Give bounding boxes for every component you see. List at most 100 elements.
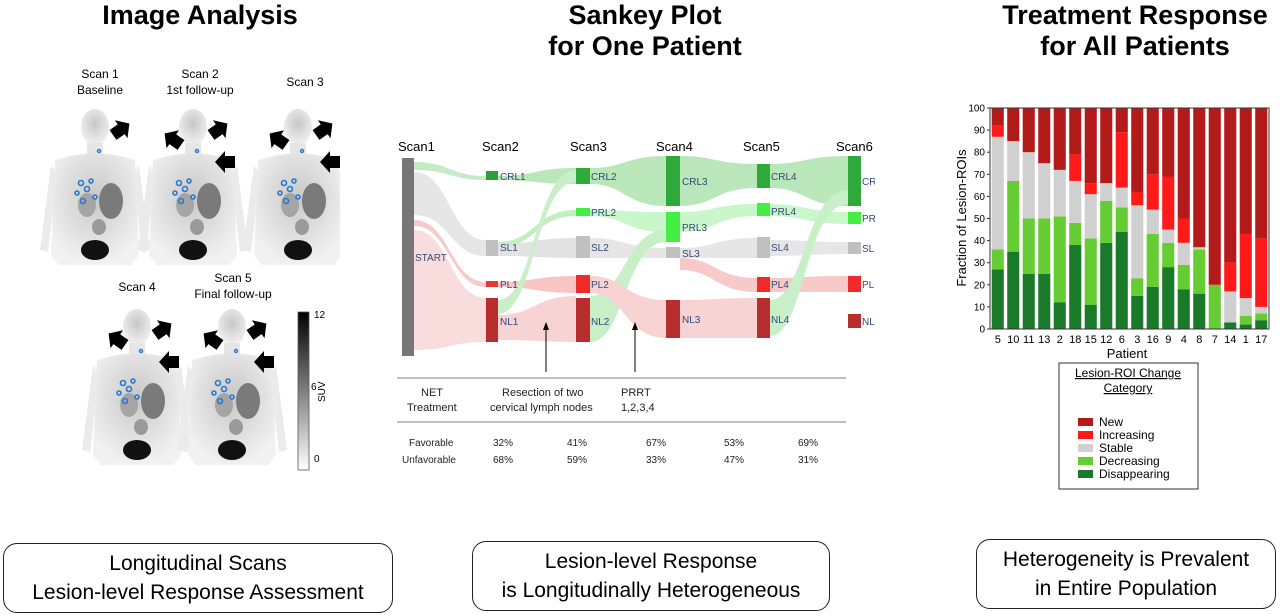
bar-segment-increasing-patient-15 [1084, 183, 1097, 195]
x-tick-label: 12 [1100, 334, 1112, 346]
bar-segment-decreasing-patient-1 [1239, 315, 1252, 325]
scan4-label: Scan 4 [118, 280, 156, 294]
node-SL4: SL4 [771, 243, 789, 254]
favorable-value: 67% [646, 438, 666, 449]
bar-segment-increasing-patient-17 [1255, 238, 1268, 307]
bar-segment-stable-patient-4 [1177, 242, 1190, 265]
bar-segment-increasing-patient-14 [1224, 262, 1237, 292]
favorable-label: Favorable [409, 438, 454, 449]
bar-segment-disappearing-patient-16 [1146, 287, 1159, 329]
y-tick-label: 70 [974, 170, 986, 181]
x-tick-label: 16 [1147, 334, 1159, 346]
colorbar-min: 0 [314, 454, 320, 465]
pet-scan-images [40, 109, 340, 465]
bar-segment-stable-patient-18 [1069, 180, 1082, 223]
scan2-image [138, 109, 248, 265]
bar-segment-stable-patient-10 [1007, 141, 1020, 181]
bar-segment-new-patient-17 [1255, 108, 1268, 239]
y-tick-label: 80 [974, 148, 986, 159]
node-CRL2: CRL2 [591, 172, 617, 183]
node-NL5: NL5 [862, 317, 875, 328]
favorable-value: 41% [567, 438, 587, 449]
bar-segment-increasing-patient-3 [1131, 191, 1144, 206]
node-PL1: PL1 [500, 280, 518, 291]
unfavorable-value: 59% [567, 455, 587, 466]
node-PL2: PL2 [591, 280, 609, 291]
y-tick-label: 20 [974, 280, 986, 291]
net-header-1: NET [421, 387, 443, 399]
bar-segment-new-patient-6 [1115, 108, 1128, 133]
y-tick-label: 50 [974, 214, 986, 225]
bar-segment-stable-patient-12 [1100, 183, 1113, 201]
bar-segment-disappearing-patient-12 [1100, 242, 1113, 329]
x-axis-label: Patient [1107, 346, 1148, 361]
x-tick-label: 8 [1196, 334, 1202, 346]
prrt-line2: 1,2,3,4 [621, 402, 655, 414]
scan5-label: Scan 5 Final follow-up [194, 271, 272, 301]
x-tick-label: 9 [1165, 334, 1171, 346]
y-axis-label: Fraction of Lesion-ROIs [954, 149, 969, 287]
y-tick-label: 10 [974, 302, 986, 313]
bar-segment-decreasing-patient-16 [1146, 233, 1159, 288]
bar-segment-decreasing-patient-18 [1069, 222, 1082, 246]
bar-segment-stable-patient-2 [1053, 169, 1066, 217]
node-PRL5: PRL5 [862, 214, 875, 225]
node-SL2: SL2 [591, 243, 609, 254]
treatment-response-title: Treatment Response for All Patients [1002, 0, 1268, 61]
bar-segment-decreasing-patient-11 [1022, 218, 1035, 274]
image-analysis-title: Image Analysis [102, 0, 298, 30]
x-tick-label: 13 [1038, 334, 1050, 346]
x-tick-label: 18 [1069, 334, 1081, 346]
resection-line2: cervical lymph nodes [490, 402, 593, 414]
net-header-2: Treatment [407, 402, 457, 414]
bar-segment-disappearing-patient-5 [991, 269, 1004, 329]
bar-segment-disappearing-patient-8 [1193, 293, 1206, 329]
unfavorable-value: 47% [724, 455, 744, 466]
bar-segment-decreasing-patient-7 [1208, 284, 1221, 329]
x-tick-label: 6 [1119, 334, 1125, 346]
bar-segment-new-patient-15 [1084, 108, 1097, 184]
node-NL3: NL3 [682, 315, 701, 326]
bar-segment-stable-patient-13 [1038, 163, 1051, 219]
x-tick-label: 10 [1007, 334, 1019, 346]
bar-segment-new-patient-10 [1007, 108, 1020, 142]
bar-segment-new-patient-1 [1239, 108, 1252, 234]
bar-segment-disappearing-patient-18 [1069, 245, 1082, 329]
bar-segment-decreasing-patient-3 [1131, 278, 1144, 296]
y-tick-label: 90 [974, 126, 986, 137]
unfavorable-value: 68% [493, 455, 513, 466]
sankey-header-scan3: Scan3 [570, 139, 607, 154]
bar-segment-new-patient-13 [1038, 108, 1051, 164]
x-tick-label: 15 [1085, 334, 1097, 346]
node-CRL5: CRL5 [862, 177, 875, 188]
legend-title-1: Lesion-ROI Change [1075, 366, 1181, 380]
node-SL3: SL3 [682, 249, 700, 260]
bar-segment-stable-patient-3 [1131, 205, 1144, 279]
bar-segment-decreasing-patient-9 [1162, 242, 1175, 268]
bar-segment-new-patient-11 [1022, 108, 1035, 153]
legend-swatch-new [1078, 418, 1093, 426]
node-SL5: SL5 [862, 244, 875, 255]
bar-segment-decreasing-patient-13 [1038, 218, 1051, 274]
legend-label-decreasing: Decreasing [1099, 454, 1160, 468]
bar-segment-increasing-patient-18 [1069, 154, 1082, 181]
x-tick-label: 1 [1243, 334, 1249, 346]
node-PRL4: PRL4 [771, 207, 796, 218]
sankey-header-scan5: Scan5 [743, 139, 780, 154]
y-tick-label: 0 [979, 325, 985, 336]
x-tick-label: 7 [1212, 334, 1218, 346]
node-PL4: PL4 [771, 280, 789, 291]
bar-segment-stable-patient-15 [1084, 194, 1097, 239]
bar-segment-increasing-patient-1 [1239, 233, 1252, 299]
bar-segment-disappearing-patient-10 [1007, 251, 1020, 329]
y-tick-label: 40 [974, 236, 986, 247]
summary-box-left: Longitudinal Scans Lesion-level Response… [3, 543, 393, 613]
unfavorable-value: 33% [646, 455, 666, 466]
legend-swatch-disappearing [1078, 470, 1093, 478]
bar-segment-stable-patient-5 [991, 136, 1004, 250]
sankey-title: Sankey Plot for One Patient [548, 0, 742, 61]
sankey-diagram: Scan1 Scan2 Scan3 Scan4 Scan5 Scan6 [397, 139, 875, 466]
x-tick-label: 17 [1255, 334, 1267, 346]
scan4-image [82, 309, 192, 465]
